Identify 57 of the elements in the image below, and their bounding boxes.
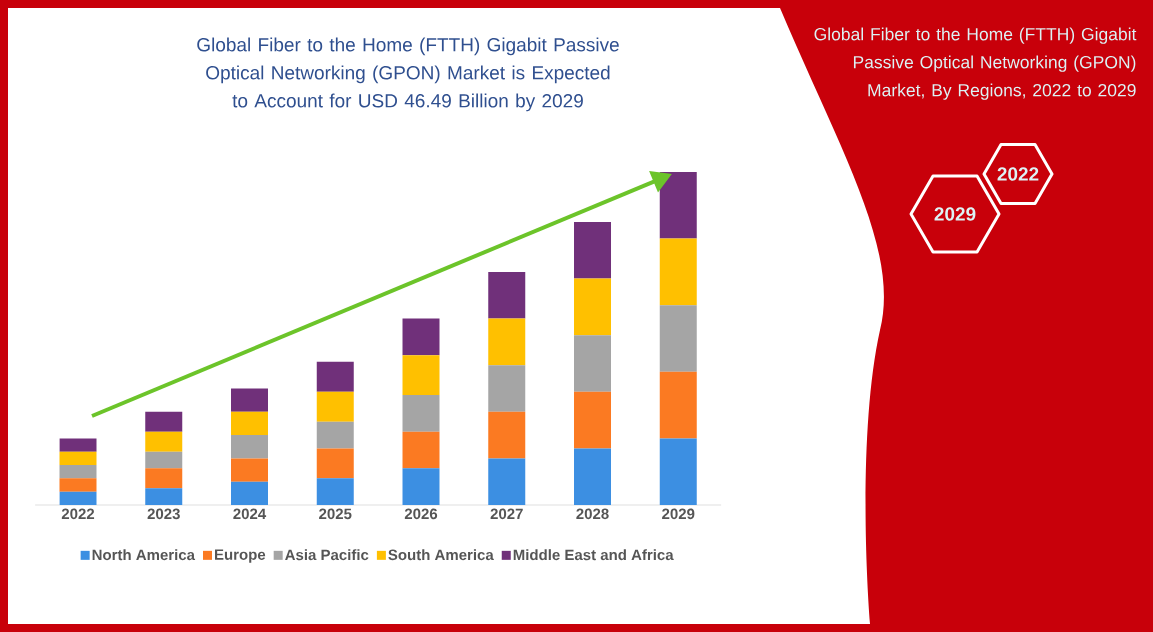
bar: [231, 435, 268, 459]
legend-label: South America: [388, 549, 494, 561]
bar: [145, 468, 183, 489]
x-tick-label: 2024: [233, 508, 267, 520]
bar: [402, 395, 440, 432]
bar: [59, 451, 97, 466]
bar: [145, 411, 183, 432]
text: 2022: [997, 167, 1039, 181]
bar: [488, 411, 526, 459]
bar: [488, 365, 526, 412]
bar: [59, 438, 97, 452]
bar: [574, 278, 612, 336]
bar: [659, 438, 697, 505]
x-tick-label: 2027: [490, 508, 523, 520]
bar: [316, 421, 354, 449]
bar: [574, 335, 612, 392]
text: Global Fiber to the Home (FTTH) Gigabit Passive Optical Networking (GPON) Market, By Regions, 2022 to 2029: [814, 27, 1137, 100]
chart-title: Global Fiber to the Home (FTTH) Gigabit Passive Optical Networking (GPON) Market is Expected to Account for USD 46.49 Billion by 2029: [197, 37, 619, 112]
bar: [316, 478, 354, 505]
bar: [488, 271, 526, 319]
bar: [402, 431, 440, 469]
bar: [659, 305, 697, 372]
bar: [402, 468, 440, 505]
bar: [316, 391, 354, 422]
bar: [659, 172, 697, 239]
bar: [59, 465, 97, 479]
bar: [402, 355, 440, 396]
x-tick-label: 2023: [147, 508, 180, 520]
bar: [402, 318, 440, 356]
legend-label: North America: [92, 549, 196, 561]
bar: [145, 451, 183, 469]
x-tick-label: 2028: [576, 508, 609, 520]
x-tick-label: 2026: [404, 508, 438, 520]
legend-label: Asia Pacific: [285, 549, 369, 561]
bar: [316, 448, 354, 479]
bar: [231, 481, 268, 505]
x-tick-label: 2022: [61, 508, 95, 520]
bar: [231, 388, 268, 412]
bar: [59, 491, 97, 505]
legend-label: Middle East and Africa: [513, 549, 674, 561]
bar: [488, 318, 526, 366]
text: 2029: [934, 207, 976, 221]
bar: [659, 371, 697, 439]
x-tick-label: 2029: [662, 508, 695, 520]
bar: [231, 458, 268, 482]
bar: [145, 431, 183, 452]
legend-label: Europe: [215, 549, 266, 563]
bar: [574, 221, 612, 279]
bar: [231, 411, 268, 436]
bar: [145, 488, 183, 505]
bar: [574, 448, 612, 505]
bar: [488, 458, 526, 505]
bar: [316, 361, 354, 392]
bar: [574, 391, 612, 449]
bar: [659, 238, 697, 306]
bar: [59, 478, 97, 492]
x-tick-label: 2025: [319, 508, 352, 520]
